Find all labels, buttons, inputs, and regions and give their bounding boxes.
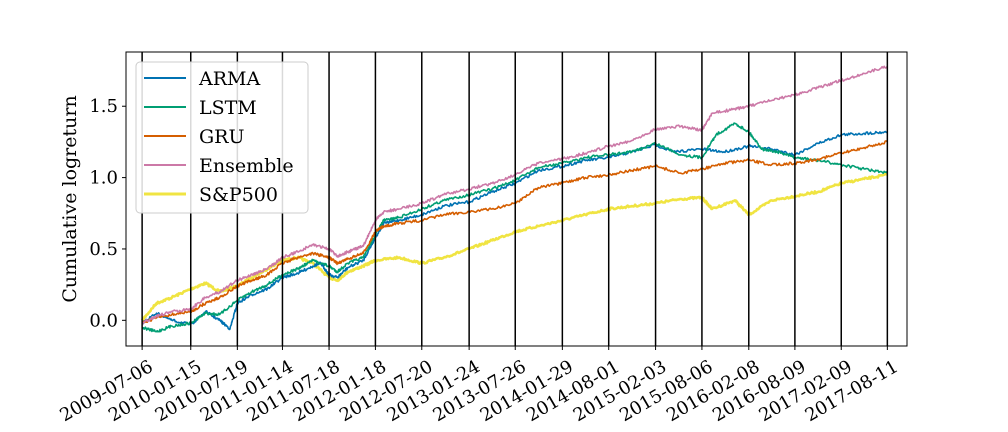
legend-label: ARMA — [198, 68, 260, 90]
series-line-arma — [141, 130, 888, 331]
legend-label: LSTM — [199, 97, 257, 119]
x-axis-ticks: 2009-07-062010-01-152010-07-192011-01-14… — [56, 346, 902, 426]
y-tick-label: 0.5 — [89, 239, 118, 260]
plot-frame — [125, 51, 908, 347]
legend-box — [135, 61, 309, 214]
series-line-gru — [141, 140, 888, 324]
y-axis-ticks: 0.0 0.5 1.0 1.5 — [89, 96, 126, 331]
series-line-lstm — [141, 122, 888, 333]
legend-label: GRU — [199, 126, 245, 148]
legend: ARMA LSTM GRU Ensemble S&P500 — [135, 61, 309, 214]
y-tick-label: 1.0 — [89, 168, 118, 189]
series-lines — [140, 65, 888, 333]
y-tick-label: 0.0 — [89, 310, 118, 331]
series-line-ensemble — [141, 65, 888, 325]
legend-label: Ensemble — [199, 155, 294, 177]
y-axis-title: Cumulative logreturn — [59, 95, 81, 302]
legend-label: S&P500 — [199, 184, 278, 206]
y-tick-label: 1.5 — [89, 96, 118, 117]
